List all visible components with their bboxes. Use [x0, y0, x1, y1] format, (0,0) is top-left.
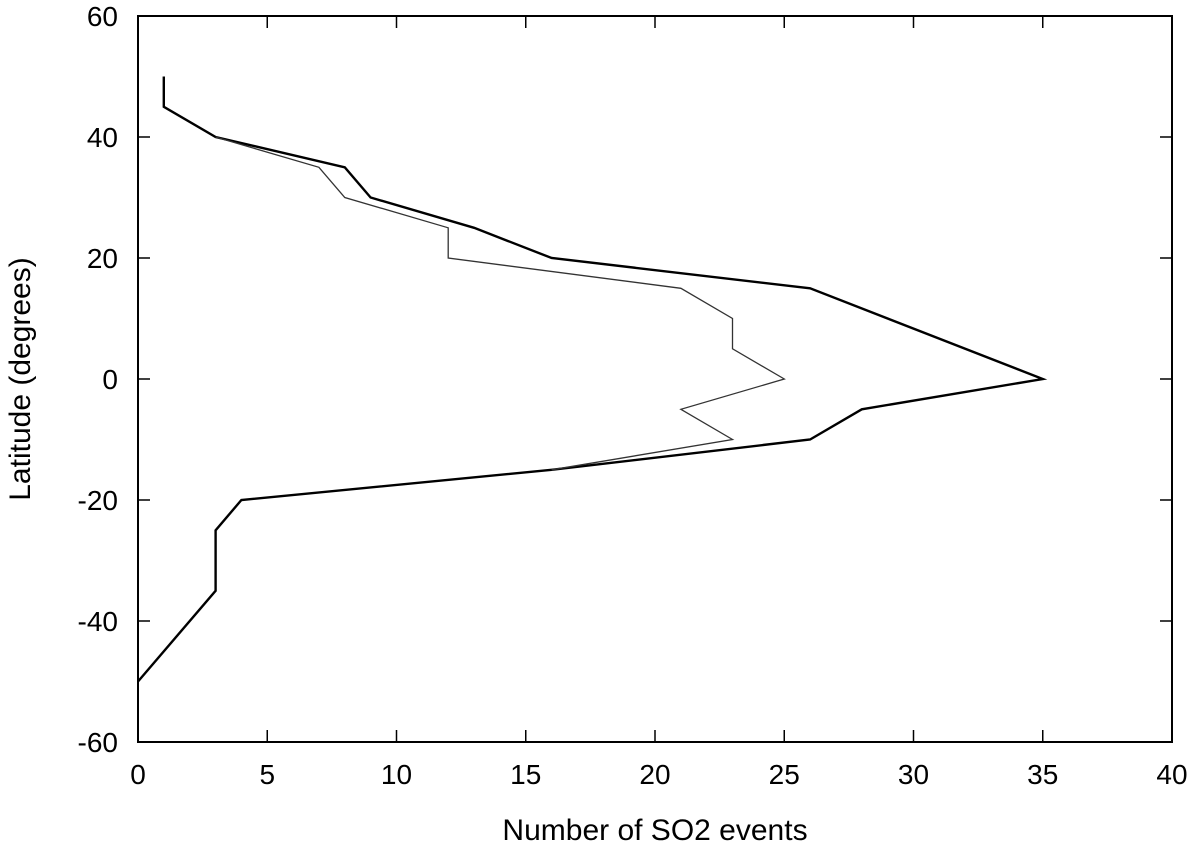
y-tick-label: -60	[78, 727, 118, 758]
y-axis-title: Latitude (degrees)	[4, 257, 37, 501]
x-tick-label: 35	[1027, 759, 1058, 790]
x-tick-label: 25	[769, 759, 800, 790]
tick-layer: 0 5 10 15 20 25 30 35 40 60 40 20 0 -20 -40 -60	[78, 1, 1188, 790]
plot-frame	[137, 15, 1173, 743]
x-tick-label: 40	[1156, 759, 1187, 790]
series-line-thin	[215, 136, 786, 471]
y-tick-label: 60	[87, 1, 118, 32]
y-tick-label: -20	[78, 485, 118, 516]
y-tick-label: 40	[87, 122, 118, 153]
y-tick-label: 0	[102, 364, 118, 395]
x-tick-label: 30	[898, 759, 929, 790]
series-layer	[137, 76, 1048, 683]
x-tick-label: 20	[639, 759, 670, 790]
x-axis-title: Number of SO2 events	[502, 814, 807, 847]
y-tick-label: 20	[87, 243, 118, 274]
x-tick-label: 10	[381, 759, 412, 790]
series-line-bold	[137, 76, 1048, 683]
x-tick-label: 15	[510, 759, 541, 790]
y-tick-label: -40	[78, 606, 118, 637]
x-tick-label: 5	[259, 759, 275, 790]
x-tick-label: 0	[130, 759, 146, 790]
